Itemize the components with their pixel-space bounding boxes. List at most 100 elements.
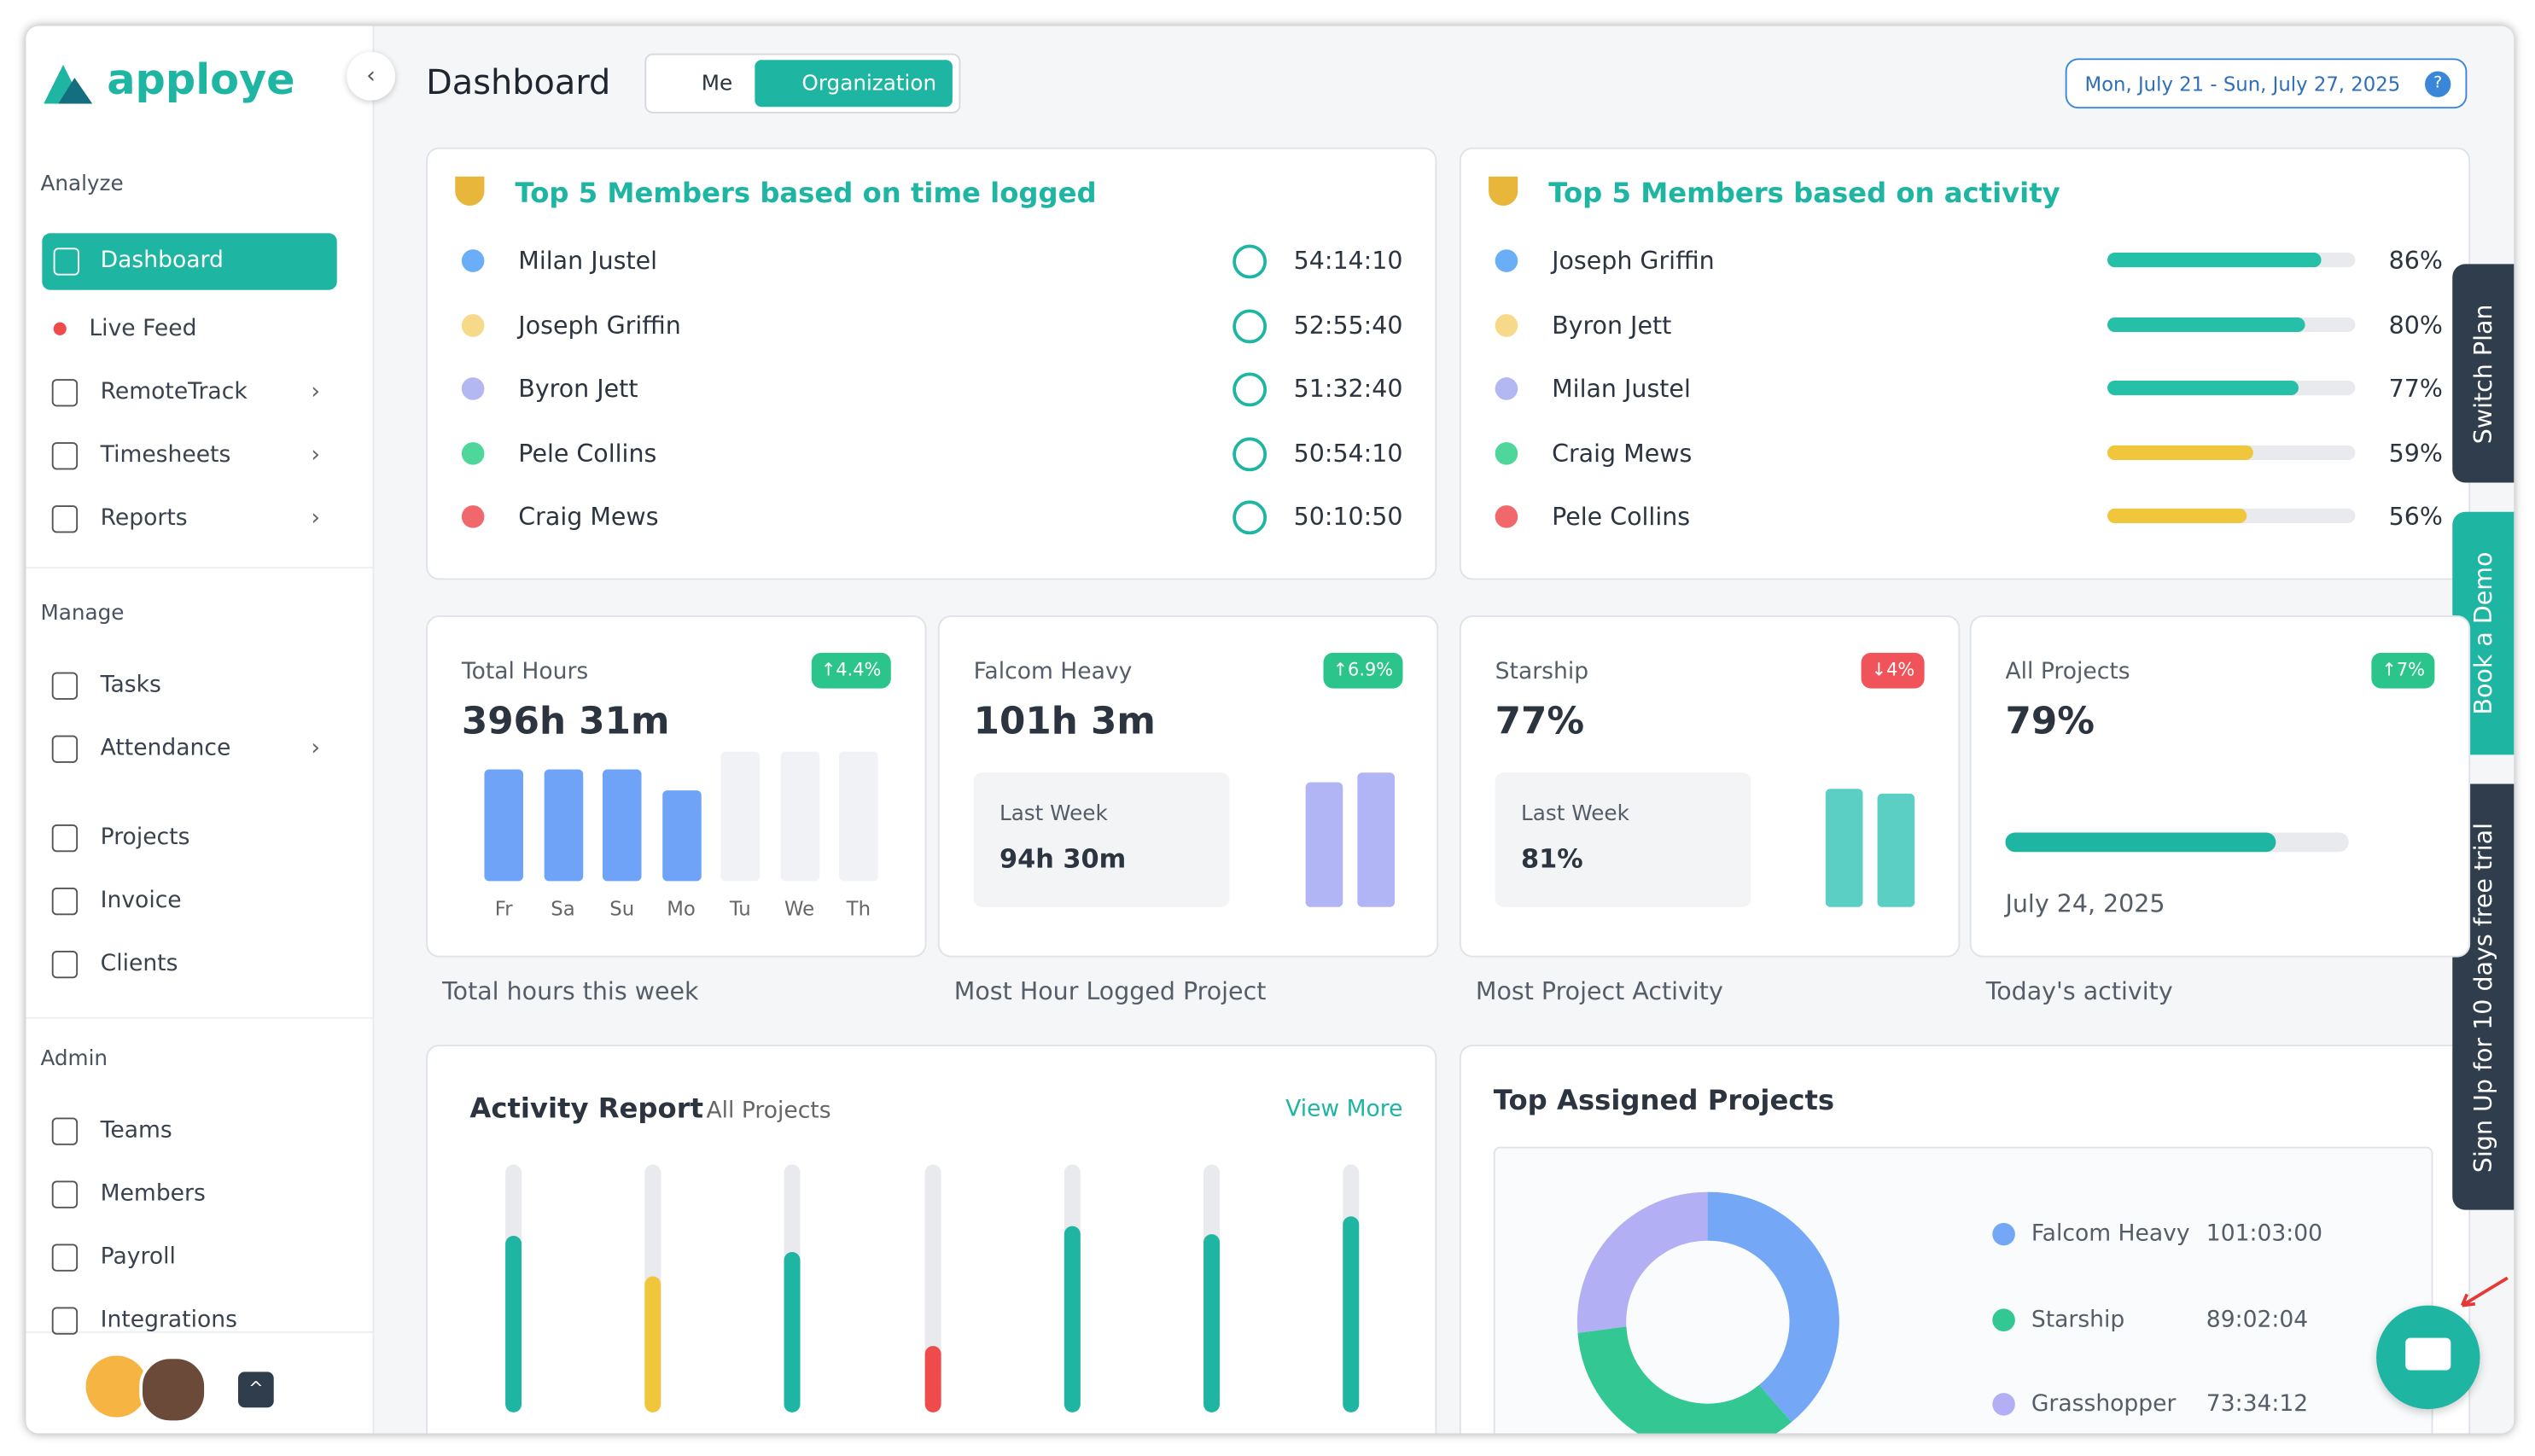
report-bar (1064, 1226, 1081, 1412)
date-range: Mon, July 21 - Sun, July 27, 2025 (2084, 73, 2401, 96)
activity-label: 59% (2388, 438, 2443, 468)
chevron: › (311, 379, 321, 405)
expand-button[interactable]: ^ (237, 1372, 274, 1408)
nav-item[interactable]: Clients (100, 951, 178, 977)
member-dot (461, 249, 485, 272)
stat-card: All Projects 79% ↑7% July 24, 2025 (1969, 615, 2471, 958)
clock-icon (1233, 244, 1268, 279)
nav-icon (51, 379, 79, 407)
chevron: › (311, 735, 321, 761)
member-name: Craig Mews (1552, 438, 1693, 468)
switch-plan-tab[interactable]: Switch Plan (2452, 264, 2515, 483)
nav-item[interactable]: Members (100, 1180, 206, 1207)
top-time-panel: Top 5 Members based on time logged Milan … (426, 147, 1437, 580)
legend-dot (1992, 1307, 2015, 1331)
report-bar (1203, 1233, 1221, 1412)
report-bar (1343, 1216, 1360, 1412)
clock-icon (1233, 500, 1268, 535)
last-week-value: 94h 30m (999, 842, 1127, 874)
page-title: Dashboard (426, 63, 611, 102)
nav-item[interactable]: Teams (100, 1117, 172, 1144)
date-picker[interactable]: Mon, July 21 - Sun, July 27, 2025 ? (2065, 58, 2468, 109)
report-bar (924, 1345, 941, 1412)
member-name: Pele Collins (1552, 502, 1691, 532)
user-avatar[interactable] (139, 1355, 207, 1424)
nav-item[interactable]: Timesheets (100, 442, 231, 469)
legend-dot (1992, 1393, 2015, 1416)
member-name: Byron Jett (518, 374, 638, 404)
day-bar (543, 769, 583, 882)
day-bar (602, 769, 642, 882)
nav-icon (51, 1180, 79, 1208)
pointer-arrow (2460, 1276, 2509, 1307)
legend-dot (1992, 1222, 2015, 1246)
member-dot (461, 505, 485, 528)
change-badge: ↓4% (1862, 652, 1925, 689)
brand: apploye (107, 56, 295, 106)
nav-item[interactable]: Attendance (100, 735, 231, 761)
top-activity-panel: Top 5 Members based on activity Joseph Gr… (1459, 147, 2471, 580)
toggle-me[interactable]: Me (701, 72, 733, 96)
project-name: Starship (2031, 1306, 2125, 1332)
clock-icon (1233, 372, 1268, 407)
nav-item[interactable]: Projects (100, 824, 190, 851)
member-dot (461, 377, 485, 400)
nav-item[interactable]: Reports (100, 505, 188, 532)
day-bar (779, 751, 819, 882)
report-bar (505, 1236, 522, 1412)
progress-bar (2005, 832, 2277, 853)
change-badge: ↑6.9% (1323, 652, 1403, 689)
nav-item[interactable]: Integrations (100, 1307, 237, 1333)
org-avatar[interactable] (85, 1355, 148, 1418)
divider (26, 1016, 373, 1019)
donut (1576, 1191, 1839, 1434)
top-projects-panel: Top Assigned Projects Falcom Heavy 101:03:… (1459, 1045, 2471, 1434)
nav-item[interactable]: Tasks (100, 672, 161, 698)
member-dot (1495, 377, 1518, 400)
nav-item[interactable]: Live Feed (89, 316, 197, 342)
activity-bar (2107, 508, 2247, 523)
nav-icon (51, 1243, 79, 1272)
toggle-organization[interactable]: Organization (801, 72, 937, 96)
tab-label: Switch Plan (2468, 303, 2498, 444)
nav-item[interactable]: Invoice (100, 887, 182, 914)
view-more[interactable]: View More (1285, 1096, 1403, 1123)
nav-item[interactable]: Payroll (100, 1243, 176, 1270)
member-time: 50:10:50 (1293, 502, 1403, 532)
stat-card: Starship 77% ↓4% Last Week 81% (1459, 615, 1961, 958)
activity-bar (2107, 317, 2306, 332)
nav-item[interactable]: Dashboard (100, 248, 224, 274)
member-dot (1495, 313, 1518, 336)
activity-bar (2107, 380, 2299, 396)
collapse-button[interactable]: ‹ (347, 51, 396, 101)
section-title: Manage (40, 602, 125, 626)
member-name: Joseph Griffin (518, 310, 681, 340)
member-dot (461, 313, 485, 336)
tab-label: Book a Demo (2468, 551, 2498, 715)
toggle-active[interactable] (755, 60, 953, 108)
chat-button[interactable] (2376, 1305, 2480, 1410)
activity-report-panel: Activity Report All Projects View More (426, 1045, 1437, 1434)
divider (26, 567, 373, 569)
trophy (1489, 176, 1518, 207)
nav-active[interactable] (42, 233, 337, 290)
card-title: Total Hours (461, 659, 589, 685)
report-bar (644, 1276, 661, 1412)
last-week-label: Last Week (999, 802, 1108, 827)
section-title: Analyze (40, 172, 124, 197)
activity-label: 77% (2388, 374, 2443, 404)
project-name: Falcom Heavy (2031, 1220, 2190, 1248)
member-time: 54:14:10 (1293, 246, 1403, 276)
tab-label: Sign Up for 10 days free trial (2468, 822, 2498, 1173)
panel-title: Top 5 Members based on time logged (515, 178, 1097, 211)
help-icon[interactable]: ? (2425, 71, 2451, 97)
member-name: Milan Justel (1552, 374, 1691, 404)
project-time: 101:03:00 (2206, 1220, 2323, 1248)
card-value: 101h 3m (973, 701, 1156, 744)
nav-item[interactable]: RemoteTrack (100, 379, 248, 405)
day-bar (661, 790, 701, 882)
member-time: 50:54:10 (1293, 438, 1403, 468)
nav-icon (51, 1117, 79, 1145)
activity-bar (2107, 253, 2321, 268)
day-bar (839, 751, 878, 882)
